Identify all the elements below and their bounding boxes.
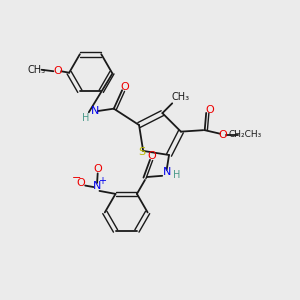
Text: CH₃: CH₃ (27, 65, 46, 75)
Text: CH₃: CH₃ (171, 92, 189, 102)
Text: O: O (93, 164, 102, 174)
Text: N: N (91, 106, 99, 116)
Text: O: O (147, 151, 156, 161)
Text: S: S (138, 147, 145, 158)
Text: N: N (93, 182, 101, 191)
Text: O: O (121, 82, 130, 92)
Text: N: N (163, 167, 171, 177)
Text: O: O (206, 105, 214, 115)
Text: H: H (82, 112, 89, 123)
Text: O: O (219, 130, 227, 140)
Text: O: O (77, 178, 85, 188)
Text: O: O (53, 66, 62, 76)
Text: CH₂CH₃: CH₂CH₃ (229, 130, 262, 140)
Text: +: + (98, 176, 106, 186)
Text: −: − (72, 173, 81, 183)
Text: H: H (173, 170, 181, 180)
